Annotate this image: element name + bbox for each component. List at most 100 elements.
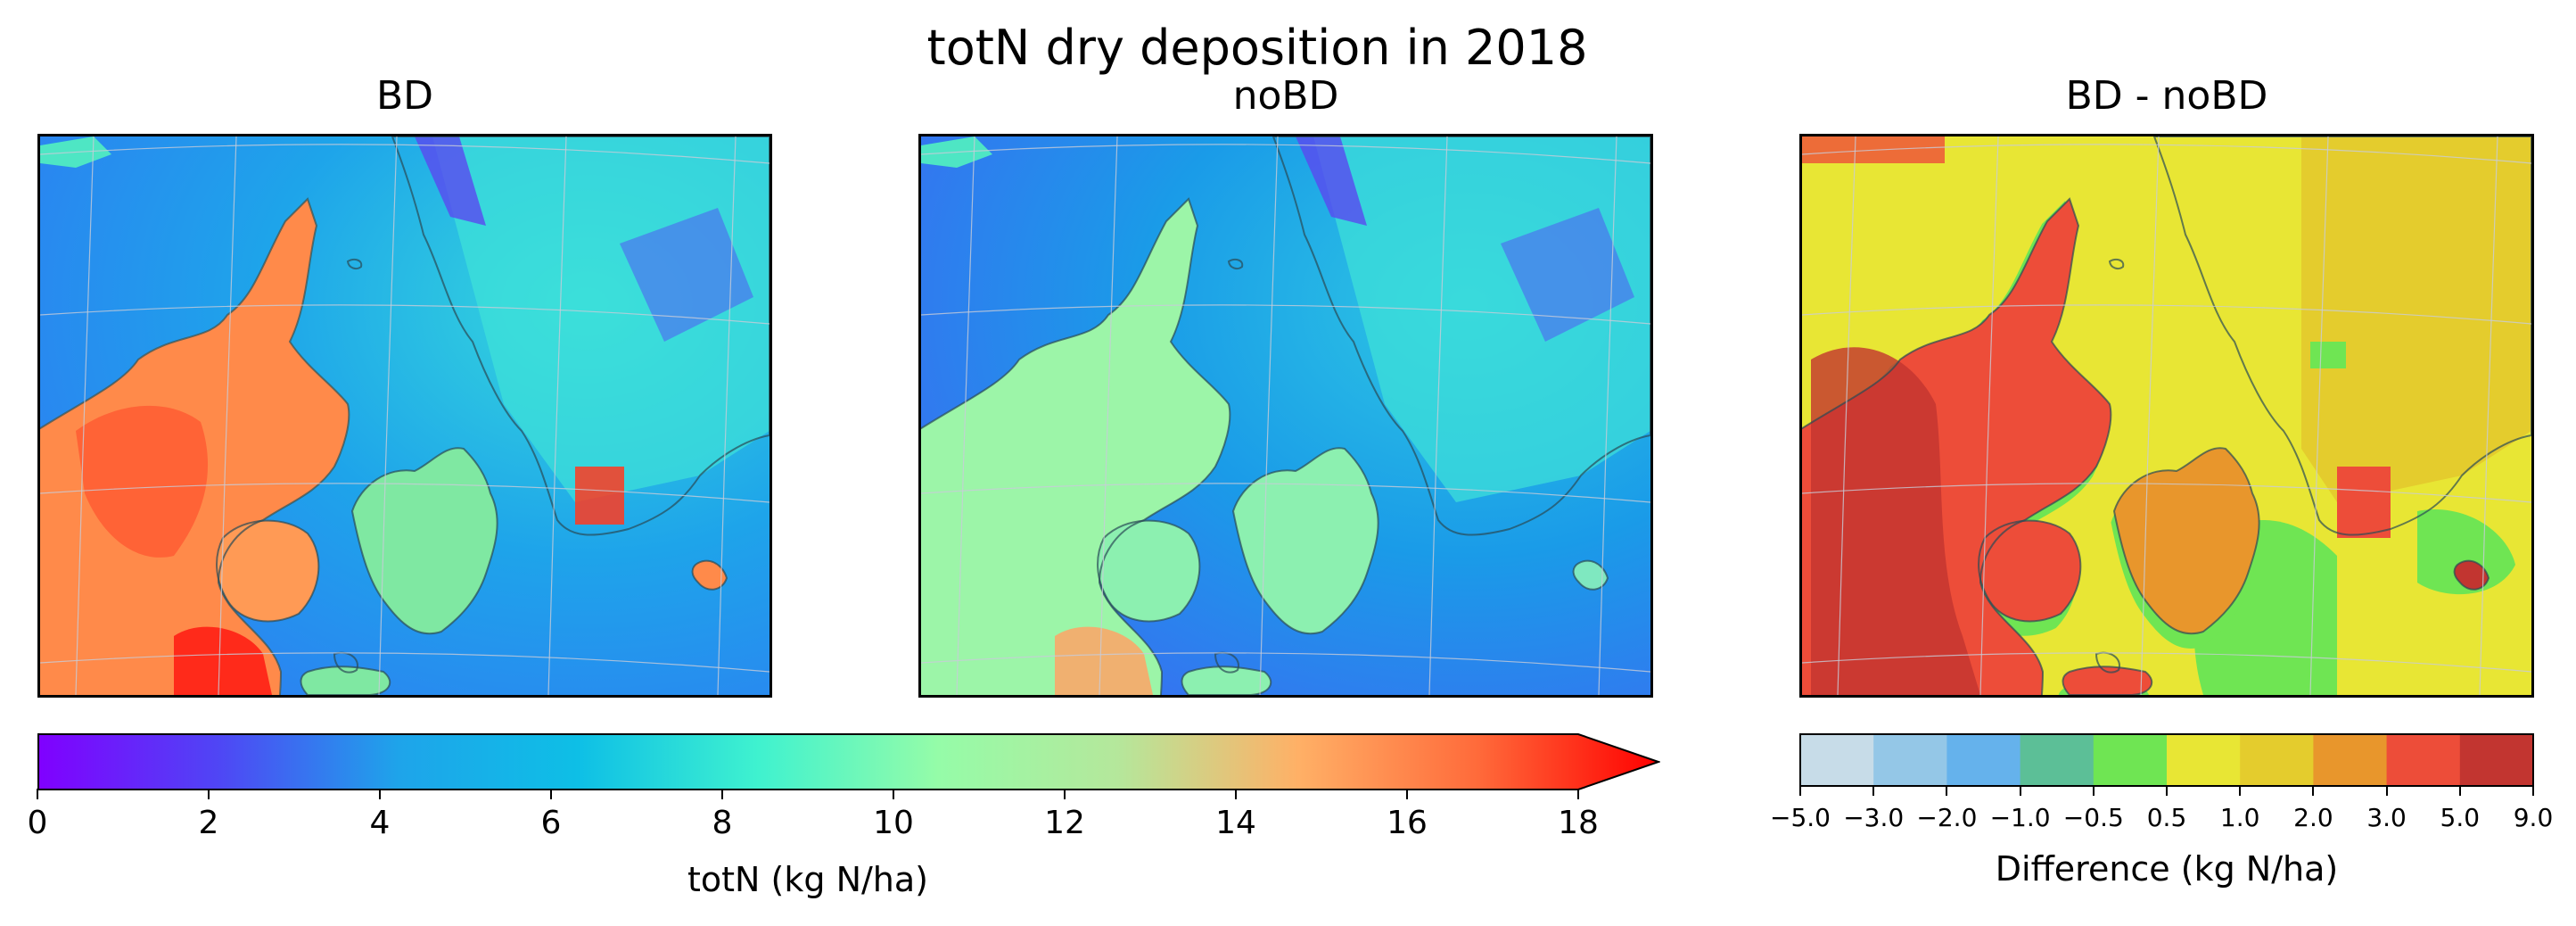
coastline-lolland — [2062, 666, 2153, 695]
colorbar-diff-label: Difference (kg N/ha) — [1995, 849, 2339, 889]
colorbar-main-bar — [37, 733, 1662, 790]
colorbar-main-tick-label: 14 — [1215, 805, 1256, 841]
land-zealand — [352, 448, 498, 634]
colorbar-main-tick-mark — [208, 789, 210, 799]
colorbar-diff-tick-label: −3.0 — [1843, 803, 1905, 832]
colorbar-diff-tick-label: −2.0 — [1916, 803, 1978, 832]
map-nobd — [921, 136, 1650, 695]
colorbar-diff-tick-label: −1.0 — [1989, 803, 2051, 832]
graticule-parallel — [1802, 144, 2531, 164]
region-coast-low — [1296, 136, 1367, 226]
colorbar-diff-block — [2386, 734, 2461, 786]
map-panel-bd — [37, 134, 772, 698]
land-south-jutland — [174, 626, 272, 695]
colorbar-diff-tick-mark — [2458, 785, 2461, 796]
colorbar-main-tick-label: 18 — [1558, 805, 1599, 841]
graticule-parallel — [921, 483, 1650, 503]
colorbar-diff-tick-label: 9.0 — [2513, 803, 2554, 832]
colorbar-main — [37, 733, 1662, 790]
coastline-anholt — [2108, 259, 2125, 269]
graticule-meridian — [547, 136, 567, 695]
land-south-jutland — [1055, 626, 1153, 695]
colorbar-diff-block — [2020, 734, 2095, 786]
coastline-bornholm — [2453, 559, 2490, 591]
graticule-parallel — [921, 144, 1650, 164]
panel-title-bd: BD — [375, 73, 434, 119]
colorbar-diff-tick-mark — [1946, 785, 1948, 796]
colorbar-main-tick-label: 10 — [873, 805, 914, 841]
colorbar-diff-tick-mark — [2385, 785, 2388, 796]
colorbar-diff-tick-mark — [1872, 785, 1875, 796]
graticule-parallel — [1802, 652, 2531, 673]
map-bd — [40, 136, 770, 695]
colorbar-main-tick-label: 4 — [369, 805, 391, 841]
coastline-zealand — [2112, 447, 2260, 635]
coastline-funen — [216, 519, 320, 623]
coastline-anholt — [1227, 259, 1244, 269]
map-panel-diff — [1799, 134, 2534, 698]
land-lolland — [300, 666, 391, 695]
coastline-lolland — [1181, 666, 1272, 695]
region-low-bornholm — [2417, 509, 2515, 595]
colorbar-diff-tick-label: 2.0 — [2293, 803, 2333, 832]
graticule-meridian — [2140, 136, 2160, 695]
land-funen — [217, 520, 319, 622]
colorbar-main-tick-label: 0 — [27, 805, 48, 841]
colorbar-main-tick-mark — [1064, 789, 1066, 799]
colorbar-diff-block — [2459, 734, 2534, 786]
graticule-meridian — [1837, 136, 1856, 695]
graticule-meridian — [1598, 136, 1617, 695]
land-lolland — [1181, 666, 1272, 695]
graticule-parallel — [1802, 304, 2531, 325]
colorbar-main-tick-mark — [1406, 789, 1408, 799]
land-zealand — [2114, 448, 2259, 634]
coastline-funen — [1978, 519, 2082, 623]
colorbar-main-label: totN (kg N/ha) — [687, 860, 928, 899]
region-low-patch — [2310, 342, 2346, 368]
land-bornholm — [692, 560, 727, 590]
colorbar-diff-block — [2240, 734, 2314, 786]
graticule-parallel — [1802, 483, 2531, 503]
graticule-parallel — [921, 304, 1650, 325]
coastline-sweden — [2152, 136, 2531, 536]
region-sweden-hotspot — [575, 467, 624, 525]
coastline-funen — [1097, 519, 1201, 623]
colorbar-main-tick-label: 6 — [540, 805, 562, 841]
coastline-sweden — [1272, 136, 1650, 536]
colorbar-diff-blocks — [1799, 733, 2534, 787]
coastline-anholt — [346, 259, 363, 269]
colorbar-main-tick-label: 16 — [1387, 805, 1428, 841]
graticule-meridian — [218, 136, 237, 695]
colorbar-diff-block — [2167, 734, 2241, 786]
land-funen — [1979, 520, 2081, 622]
region-high — [1811, 347, 1980, 695]
land-bornholm — [1573, 560, 1608, 590]
colorbar-diff-tick-mark — [2166, 785, 2168, 796]
coastline-zealand — [350, 447, 498, 635]
region-sweden-hotspot — [2337, 467, 2391, 538]
land-zealand — [1233, 448, 1379, 634]
colorbar-main-tick-mark — [893, 789, 894, 799]
graticule-meridian — [1428, 136, 1448, 695]
colorbar-diff-tick-mark — [2019, 785, 2021, 796]
graticule-meridian — [1099, 136, 1118, 695]
colorbar-diff-tick-label: −5.0 — [1770, 803, 1831, 832]
graticule-parallel — [40, 304, 770, 325]
graticule-meridian — [378, 136, 398, 695]
region-sweden-low — [620, 208, 753, 342]
colorbar-main-tick-mark — [37, 789, 38, 799]
colorbar-diff-tick-label: 3.0 — [2366, 803, 2407, 832]
graticule-meridian — [2479, 136, 2498, 695]
coastline-jutland — [921, 197, 1231, 695]
colorbar-main-tick-mark — [1235, 789, 1237, 799]
colorbar-diff-block — [1946, 734, 2021, 786]
figure-title: totN dry deposition in 2018 — [926, 20, 1588, 76]
map-panel-nobd — [918, 134, 1653, 698]
graticule-parallel — [40, 483, 770, 503]
region-coast-low — [415, 136, 486, 226]
graticule-parallel — [40, 144, 770, 164]
region-moderate — [2301, 136, 2531, 502]
graticule-meridian — [75, 136, 95, 695]
land-funen — [1098, 520, 1200, 622]
colorbar-diff-tick-label: 5.0 — [2440, 803, 2481, 832]
